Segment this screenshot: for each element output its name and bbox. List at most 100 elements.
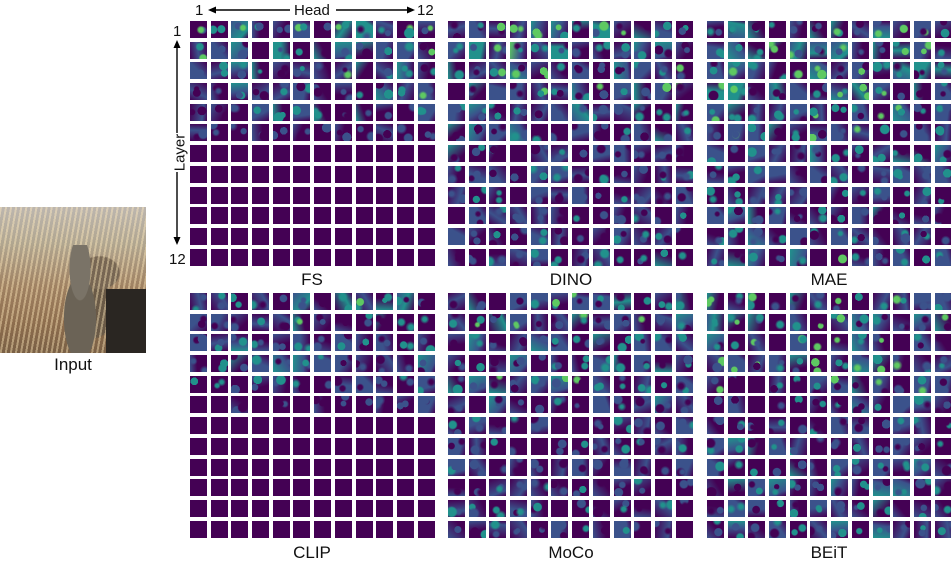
attention-map-cell bbox=[810, 207, 828, 225]
attention-map-cell bbox=[654, 145, 672, 163]
attention-map-cell bbox=[831, 396, 849, 414]
attention-map-cell bbox=[634, 165, 652, 183]
attention-map-cell bbox=[769, 437, 787, 455]
attention-map-cell bbox=[417, 499, 435, 517]
attention-map-cell bbox=[551, 186, 569, 204]
attention-map-cell bbox=[376, 248, 394, 266]
attention-map-cell bbox=[551, 417, 569, 435]
attention-map-cell bbox=[396, 334, 414, 352]
layer-arrowhead-bottom bbox=[173, 237, 181, 245]
attention-map-cell bbox=[252, 103, 270, 121]
attention-map-cell bbox=[634, 437, 652, 455]
attention-map-cell bbox=[376, 227, 394, 245]
attention-map-cell bbox=[851, 355, 869, 373]
attention-map-cell bbox=[613, 520, 631, 538]
attention-map-cell bbox=[376, 41, 394, 59]
attention-map-cell bbox=[376, 417, 394, 435]
attention-map-cell bbox=[913, 396, 931, 414]
attention-map-cell bbox=[675, 186, 693, 204]
attention-map-cell bbox=[530, 293, 548, 310]
attention-map-cell bbox=[851, 145, 869, 163]
attention-map-cell bbox=[210, 21, 228, 38]
attention-map-cell bbox=[934, 293, 951, 310]
attention-map-cell bbox=[293, 520, 311, 538]
attention-map-cell bbox=[872, 499, 890, 517]
attention-map-cell bbox=[707, 165, 724, 183]
attention-map-cell bbox=[810, 520, 828, 538]
attention-map-cell bbox=[572, 227, 590, 245]
attention-map-cell bbox=[893, 479, 911, 497]
attention-map-cell bbox=[551, 313, 569, 331]
attention-map-cell bbox=[510, 227, 528, 245]
attention-map-cell bbox=[396, 103, 414, 121]
attention-map-cell bbox=[396, 375, 414, 393]
attention-map-cell bbox=[707, 227, 724, 245]
attention-map-cell bbox=[789, 103, 807, 121]
attention-map-cell bbox=[831, 83, 849, 101]
attention-map-cell bbox=[893, 62, 911, 80]
attention-map-cell bbox=[396, 458, 414, 476]
attention-map-cell bbox=[893, 248, 911, 266]
attention-map-cell bbox=[572, 520, 590, 538]
attention-map-cell bbox=[831, 437, 849, 455]
attention-map-cell bbox=[634, 41, 652, 59]
attention-map-cell bbox=[872, 103, 890, 121]
attention-map-cell bbox=[675, 313, 693, 331]
attention-map-cell bbox=[489, 165, 507, 183]
attention-map-cell bbox=[789, 227, 807, 245]
attention-map-cell bbox=[654, 41, 672, 59]
attention-map-cell bbox=[634, 62, 652, 80]
attention-map-cell bbox=[468, 186, 486, 204]
attention-map-cell bbox=[748, 396, 766, 414]
attention-map-cell bbox=[831, 103, 849, 121]
attention-map-cell bbox=[831, 165, 849, 183]
attention-map-cell bbox=[789, 145, 807, 163]
attention-map-cell bbox=[272, 248, 290, 266]
attention-map-cell bbox=[851, 375, 869, 393]
attention-map-cell bbox=[727, 227, 745, 245]
attention-map-cell bbox=[592, 165, 610, 183]
attention-map-cell bbox=[913, 124, 931, 142]
attention-map-cell bbox=[334, 207, 352, 225]
attention-map-cell bbox=[272, 83, 290, 101]
attention-map-cell bbox=[654, 375, 672, 393]
attention-map-cell bbox=[934, 479, 951, 497]
attention-map-cell bbox=[831, 293, 849, 310]
attention-map-cell bbox=[551, 293, 569, 310]
attention-map-cell bbox=[293, 293, 311, 310]
attention-map-cell bbox=[592, 479, 610, 497]
attention-map-cell bbox=[613, 165, 631, 183]
attention-map-cell bbox=[510, 248, 528, 266]
attention-map-cell bbox=[654, 186, 672, 204]
attention-map-cell bbox=[190, 21, 207, 38]
attention-map-cell bbox=[334, 186, 352, 204]
attention-map-cell bbox=[934, 520, 951, 538]
attention-map-cell bbox=[510, 479, 528, 497]
attention-map-cell bbox=[707, 41, 724, 59]
attention-map-cell bbox=[417, 124, 435, 142]
attention-map-cell bbox=[530, 417, 548, 435]
attention-map-cell bbox=[893, 227, 911, 245]
attention-map-cell bbox=[210, 83, 228, 101]
attention-map-cell bbox=[293, 186, 311, 204]
attention-map-cell bbox=[210, 313, 228, 331]
attention-map-cell bbox=[934, 83, 951, 101]
attention-map-cell bbox=[789, 62, 807, 80]
attention-map-cell bbox=[893, 83, 911, 101]
attention-map-cell bbox=[376, 437, 394, 455]
attention-map-cell bbox=[530, 248, 548, 266]
attention-map-cell bbox=[231, 227, 249, 245]
attention-map-cell bbox=[334, 165, 352, 183]
attention-map-cell bbox=[769, 479, 787, 497]
attention-map-cell bbox=[634, 520, 652, 538]
attention-map-cell bbox=[634, 499, 652, 517]
attention-map-cell bbox=[727, 417, 745, 435]
attention-map-cell bbox=[810, 417, 828, 435]
attention-map-cell bbox=[489, 458, 507, 476]
attention-map-cell bbox=[707, 103, 724, 121]
attention-map-cell bbox=[769, 293, 787, 310]
attention-map-cell bbox=[417, 396, 435, 414]
attention-map-cell bbox=[396, 479, 414, 497]
attention-map-cell bbox=[396, 520, 414, 538]
attention-map-cell bbox=[314, 479, 332, 497]
